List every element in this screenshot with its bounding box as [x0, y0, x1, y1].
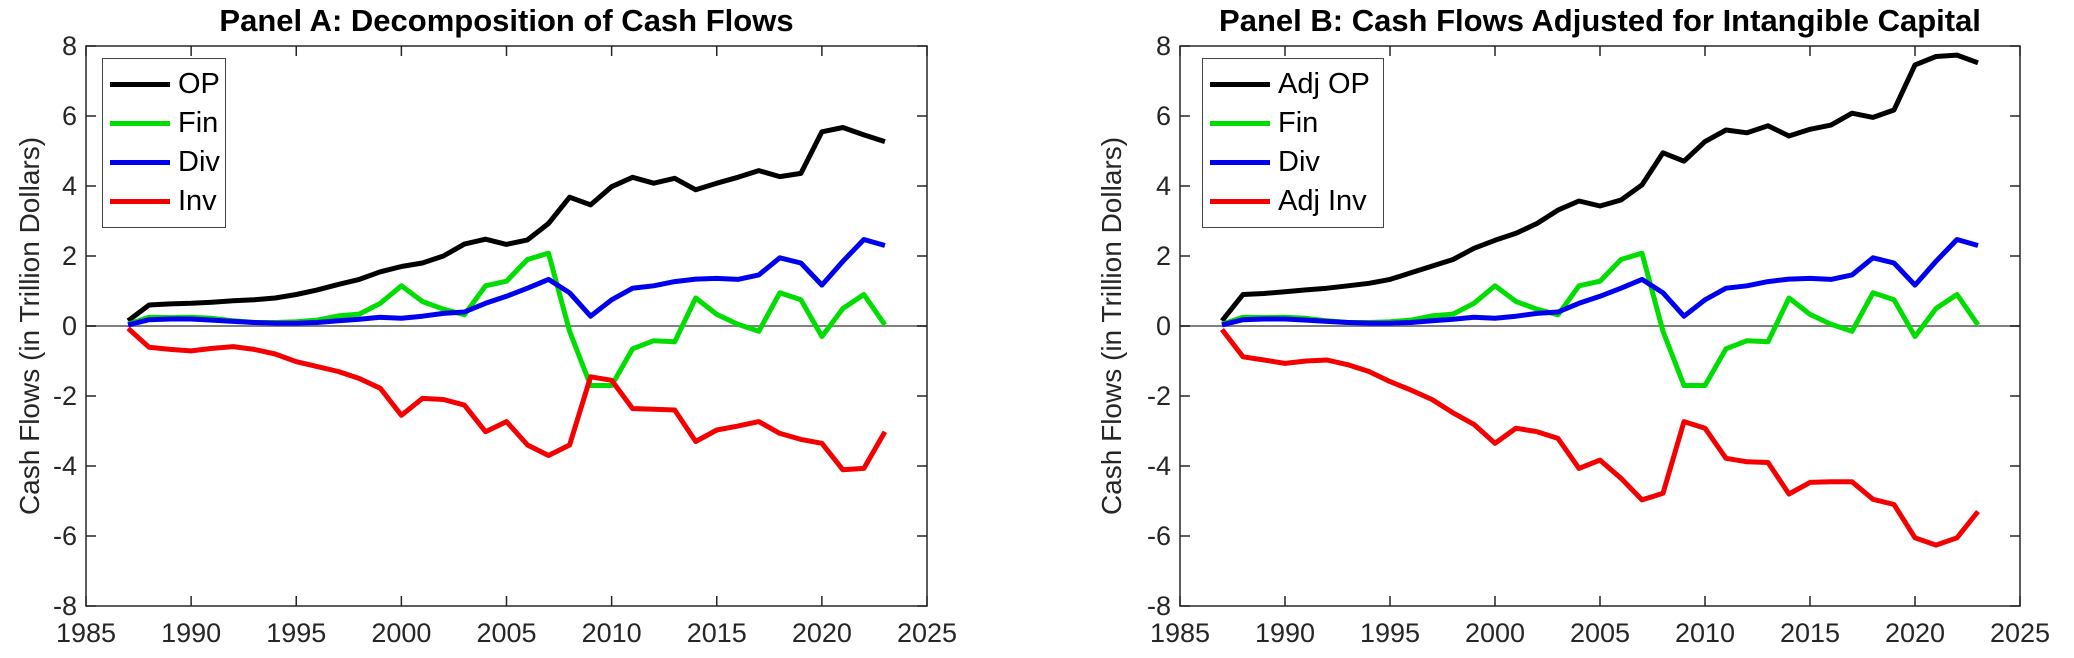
x-tick-label: 2010 — [582, 618, 642, 648]
x-tick-label: 2010 — [1675, 618, 1735, 648]
y-tick-label: 6 — [1156, 101, 1171, 131]
legend-label: Fin — [1278, 107, 1319, 139]
div-line-swatch — [110, 160, 170, 165]
series-line-adj-op — [1220, 52, 1979, 323]
panel-a-y-axis-label: Cash Flows (in Trillion Dollars) — [14, 136, 45, 516]
x-tick-label: 2025 — [897, 618, 957, 648]
y-tick-label: 2 — [1156, 241, 1171, 271]
fin-line-swatch — [110, 121, 170, 126]
legend-label: Fin — [178, 107, 219, 139]
legend-item-fin: Fin — [103, 105, 225, 143]
x-tick-label: 2015 — [687, 618, 747, 648]
y-tick-label: -4 — [1147, 451, 1171, 481]
y-tick-label: -2 — [53, 381, 77, 411]
legend-item-div: Div — [103, 144, 225, 182]
adj-inv-line-swatch — [1210, 199, 1270, 204]
y-tick-label: -8 — [1147, 591, 1171, 621]
x-tick-label: 2020 — [1885, 618, 1945, 648]
y-tick-label: 4 — [1156, 171, 1171, 201]
legend-label: Adj Inv — [1278, 185, 1367, 217]
legend-item-adj-inv: Adj Inv — [1203, 183, 1383, 221]
legend-label: Adj OP — [1278, 68, 1370, 100]
x-tick-label: 1995 — [1360, 618, 1420, 648]
x-tick-label: 1985 — [56, 618, 116, 648]
legend-item-div: Div — [1203, 144, 1383, 182]
panel-b-legend: Adj OP Fin Div Adj Inv — [1202, 58, 1384, 228]
legend-item-adj-op: Adj OP — [1203, 66, 1383, 104]
y-tick-label: 2 — [62, 241, 77, 271]
x-tick-label: 1990 — [1255, 618, 1315, 648]
y-tick-label: -2 — [1147, 381, 1171, 411]
legend-label: OP — [178, 68, 220, 100]
x-tick-label: 1985 — [1150, 618, 1210, 648]
y-tick-label: 8 — [1156, 31, 1171, 61]
y-tick-label: 6 — [62, 101, 77, 131]
x-tick-label: 2000 — [1465, 618, 1525, 648]
series-line-adj-inv — [1220, 327, 1980, 548]
panel-a-title: Panel A: Decomposition of Cash Flows — [219, 3, 794, 38]
inv-line-swatch — [110, 199, 170, 204]
x-tick-label: 2005 — [476, 618, 536, 648]
x-tick-label: 2015 — [1780, 618, 1840, 648]
series-line-div — [127, 237, 886, 328]
x-tick-label: 2020 — [792, 618, 852, 648]
y-tick-label: -6 — [1147, 521, 1171, 551]
y-tick-label: 4 — [62, 171, 77, 201]
op-line-swatch — [110, 82, 170, 87]
y-tick-label: 0 — [62, 311, 77, 341]
legend-item-fin: Fin — [1203, 105, 1383, 143]
div-line-swatch — [1210, 160, 1270, 165]
series-line-op — [126, 125, 886, 323]
adj-op-line-swatch — [1210, 82, 1270, 87]
panel-b-y-axis-label: Cash Flows (in Trillion Dollars) — [1096, 136, 1127, 516]
y-tick-label: -8 — [53, 591, 77, 621]
y-tick-label: 8 — [62, 31, 77, 61]
x-tick-label: 1990 — [161, 618, 221, 648]
y-tick-label: -6 — [53, 521, 77, 551]
legend-item-inv: Inv — [103, 183, 225, 221]
legend-label: Div — [1278, 146, 1320, 178]
panel-a-legend: OP Fin Div Inv — [102, 58, 226, 228]
legend-label: Inv — [178, 185, 217, 217]
series-line-div — [1221, 237, 1979, 328]
fin-line-swatch — [1210, 121, 1270, 126]
legend-item-op: OP — [103, 66, 225, 104]
x-tick-label: 2025 — [1990, 618, 2050, 648]
legend-label: Div — [178, 146, 220, 178]
y-tick-label: 0 — [1156, 311, 1171, 341]
panel-b-title: Panel B: Cash Flows Adjusted for Intangi… — [1219, 3, 1981, 38]
series-line-inv — [126, 326, 888, 473]
x-tick-label: 2005 — [1570, 618, 1630, 648]
y-tick-label: -4 — [53, 451, 77, 481]
x-tick-label: 1995 — [266, 618, 326, 648]
x-tick-label: 2000 — [371, 618, 431, 648]
